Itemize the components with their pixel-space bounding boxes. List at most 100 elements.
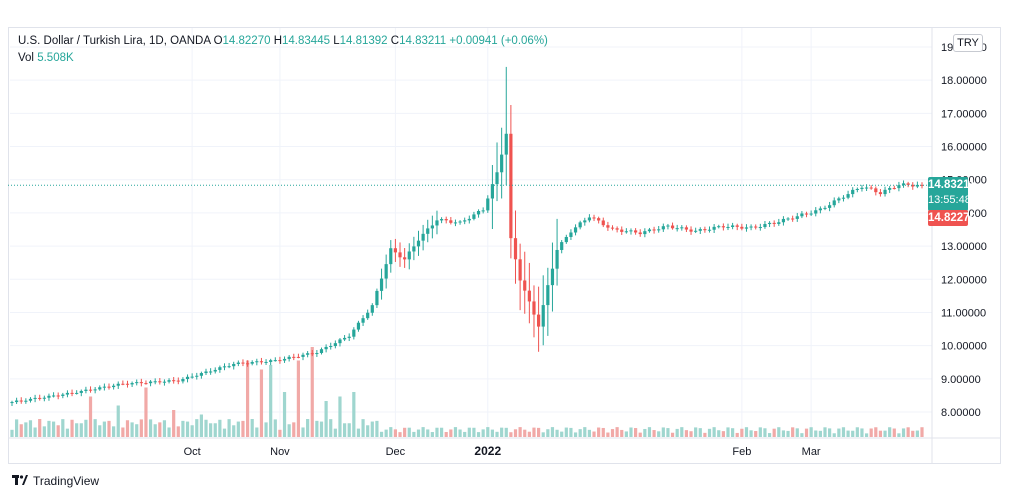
candle-body bbox=[107, 386, 111, 388]
volume-bar bbox=[172, 410, 176, 437]
candle-body bbox=[795, 216, 799, 219]
volume-bar bbox=[698, 428, 702, 437]
volume-bar bbox=[47, 420, 51, 437]
candle-body bbox=[218, 367, 222, 370]
volume-bar bbox=[504, 427, 508, 437]
volume-bar bbox=[33, 427, 37, 437]
candle-body bbox=[666, 225, 670, 227]
candle-body bbox=[846, 194, 850, 198]
candle-body bbox=[606, 225, 610, 228]
volume-bar bbox=[153, 424, 157, 437]
chart-frame[interactable] bbox=[8, 27, 1001, 464]
candle-body bbox=[707, 229, 712, 231]
candle-body bbox=[342, 337, 347, 340]
candle-body bbox=[670, 225, 675, 229]
volume-bar bbox=[837, 428, 841, 437]
volume-bar bbox=[486, 427, 490, 437]
candle-body bbox=[407, 251, 411, 260]
volume-bar bbox=[10, 429, 14, 437]
volume-bar bbox=[250, 419, 254, 437]
candle-body bbox=[550, 268, 555, 286]
legend-volume: Vol 5.508K bbox=[18, 52, 74, 64]
footer-branding[interactable]: TradingView bbox=[12, 474, 99, 488]
candle-body bbox=[615, 228, 619, 230]
candle-body bbox=[472, 214, 476, 219]
candle-body bbox=[444, 219, 448, 221]
volume-bar bbox=[472, 427, 476, 437]
volume-bar bbox=[578, 429, 582, 437]
candle-body bbox=[481, 210, 485, 212]
candle-body bbox=[379, 278, 384, 291]
candle-body bbox=[38, 397, 42, 399]
volume-bar bbox=[195, 419, 199, 437]
volume-bar bbox=[310, 347, 314, 437]
volume-bar bbox=[315, 420, 319, 437]
legend-low-value: 14.81392 bbox=[339, 35, 388, 47]
candle-body bbox=[398, 252, 402, 258]
volume-bar bbox=[185, 421, 190, 437]
volume-bar bbox=[125, 420, 130, 437]
candle-body bbox=[800, 213, 804, 217]
volume-bar bbox=[532, 427, 536, 437]
volume-bar bbox=[218, 419, 222, 437]
candle-body bbox=[195, 375, 199, 377]
candle-body bbox=[791, 218, 795, 220]
candle-body bbox=[634, 230, 638, 233]
price-tick-label: 10.00000 bbox=[941, 341, 987, 353]
candle-body bbox=[823, 207, 827, 209]
candle-body bbox=[370, 305, 374, 313]
volume-bar bbox=[828, 428, 832, 437]
currency-button[interactable]: TRY bbox=[953, 34, 983, 52]
candle-body bbox=[15, 400, 19, 403]
volume-bar bbox=[920, 427, 924, 437]
volume-bar bbox=[167, 427, 171, 437]
candle-body bbox=[112, 385, 116, 388]
legend-ohlc: U.S. Dollar / Turkish Lira, 1D, OANDA O1… bbox=[18, 35, 548, 47]
volume-bar bbox=[222, 428, 227, 437]
candle-body bbox=[24, 400, 28, 402]
candle-body bbox=[282, 358, 287, 361]
time-tick-label: 2022 bbox=[474, 444, 501, 458]
volume-bar bbox=[370, 421, 374, 437]
volume-bar bbox=[680, 427, 684, 437]
volume-bar bbox=[624, 431, 628, 437]
volume-bar bbox=[269, 365, 273, 437]
candle-body bbox=[426, 228, 430, 234]
candle-body bbox=[703, 229, 707, 231]
volume-bar bbox=[112, 426, 116, 437]
volume-bar bbox=[319, 421, 324, 437]
volume-bar bbox=[634, 428, 638, 437]
candle-body bbox=[721, 226, 725, 228]
volume-bar bbox=[236, 421, 240, 437]
candle-body bbox=[301, 354, 305, 357]
candle-body bbox=[689, 229, 693, 232]
candle-body bbox=[532, 301, 536, 315]
candle-body bbox=[509, 133, 513, 239]
candle-body bbox=[144, 383, 148, 385]
volume-bar bbox=[84, 419, 88, 437]
volume-bar bbox=[892, 428, 896, 437]
volume-bar bbox=[42, 426, 46, 437]
candle-body bbox=[518, 259, 522, 281]
candle-body bbox=[597, 218, 601, 221]
candle-body bbox=[356, 322, 361, 330]
candle-body bbox=[638, 232, 642, 235]
candle-body bbox=[536, 314, 541, 327]
volume-bar bbox=[93, 419, 97, 437]
candle-body bbox=[587, 217, 592, 221]
legend-symbol: U.S. Dollar / Turkish Lira, 1D, OANDA bbox=[18, 35, 211, 47]
volume-bar bbox=[560, 431, 564, 437]
volume-bar bbox=[550, 427, 555, 437]
candle-body bbox=[901, 183, 906, 186]
candle-body bbox=[486, 198, 490, 211]
grid-lines bbox=[10, 28, 932, 437]
candle-body bbox=[315, 353, 319, 355]
candle-body bbox=[657, 229, 661, 231]
candle-body bbox=[814, 210, 818, 214]
candle-body bbox=[310, 353, 314, 355]
candle-body bbox=[241, 362, 245, 364]
candle-body bbox=[65, 392, 70, 395]
candle-body bbox=[361, 318, 365, 323]
volume-bar bbox=[98, 425, 102, 437]
